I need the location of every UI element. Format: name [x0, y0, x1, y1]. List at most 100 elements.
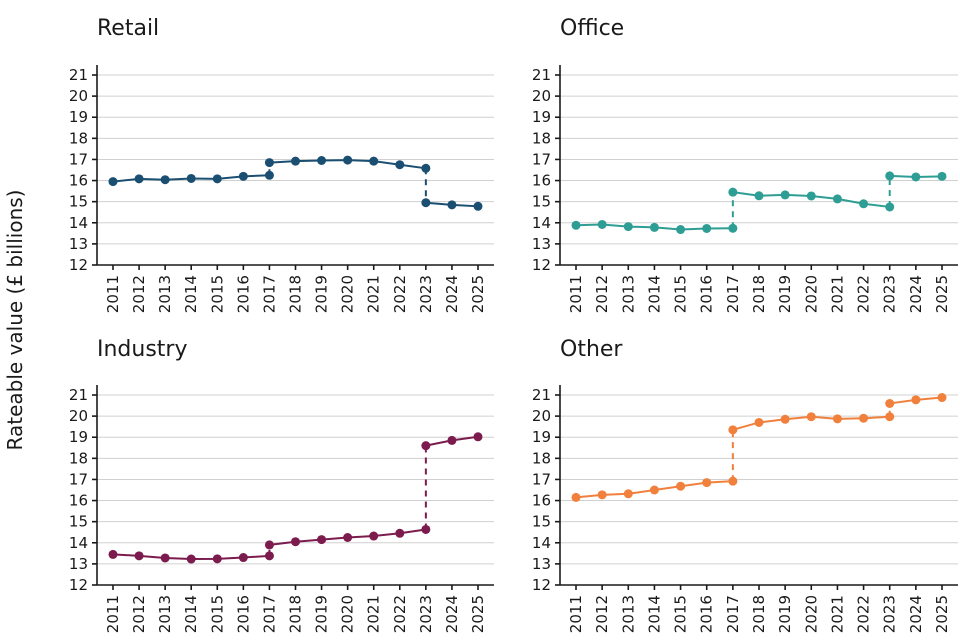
- y-tick-label: 20: [532, 407, 551, 425]
- data-point: [676, 225, 686, 235]
- data-point: [885, 398, 895, 408]
- x-tick-label: 2011: [567, 595, 585, 633]
- x-tick-label: 2021: [365, 595, 383, 633]
- x-tick-label: 2018: [287, 275, 305, 313]
- y-tick-label: 15: [69, 513, 88, 531]
- panel-title-other: Other: [560, 337, 623, 362]
- data-point: [238, 553, 248, 563]
- data-point: [780, 414, 790, 424]
- panel-title-industry: Industry: [97, 337, 188, 362]
- data-point: [676, 481, 686, 491]
- data-point: [134, 174, 144, 184]
- data-point: [832, 414, 842, 424]
- x-tick-label: 2022: [855, 595, 873, 633]
- x-tick-label: 2024: [443, 275, 461, 313]
- x-tick-label: 2022: [855, 275, 873, 313]
- y-tick-label: 12: [532, 256, 551, 274]
- y-tick-label: 12: [69, 256, 88, 274]
- x-tick-label: 2015: [208, 275, 226, 313]
- data-point: [317, 535, 327, 545]
- y-tick-label: 16: [69, 172, 88, 190]
- y-tick-label: 13: [69, 555, 88, 573]
- y-tick-label: 17: [532, 470, 551, 488]
- data-point: [343, 155, 353, 165]
- data-point: [911, 395, 921, 405]
- x-tick-label: 2017: [260, 595, 278, 633]
- x-tick-label: 2025: [933, 275, 951, 313]
- x-tick-label: 2016: [234, 275, 252, 313]
- data-point: [212, 554, 222, 564]
- x-tick-label: 2020: [802, 275, 820, 313]
- y-tick-label: 16: [69, 492, 88, 510]
- y-tick-label: 14: [69, 534, 88, 552]
- data-point: [754, 417, 764, 427]
- data-point: [160, 553, 170, 563]
- data-point: [649, 485, 659, 495]
- x-tick-label: 2020: [802, 595, 820, 633]
- y-tick-label: 19: [69, 108, 88, 126]
- data-point: [623, 489, 633, 499]
- y-tick-label: 18: [69, 449, 88, 467]
- data-point: [649, 222, 659, 232]
- data-point: [885, 412, 895, 422]
- y-tick-label: 20: [532, 87, 551, 105]
- data-point: [238, 171, 248, 181]
- x-tick-label: 2021: [365, 275, 383, 313]
- x-tick-label: 2014: [645, 275, 663, 313]
- data-point: [108, 549, 118, 559]
- data-point: [395, 160, 405, 170]
- y-tick-label: 17: [69, 150, 88, 168]
- y-tick-label: 13: [69, 235, 88, 253]
- x-tick-label: 2024: [907, 595, 925, 633]
- data-point: [395, 528, 405, 538]
- y-tick-label: 14: [532, 214, 551, 232]
- x-tick-label: 2016: [234, 595, 252, 633]
- data-point: [369, 156, 379, 166]
- data-point: [911, 172, 921, 182]
- data-point: [702, 478, 712, 488]
- data-point: [317, 156, 327, 165]
- panel-title-office: Office: [560, 16, 624, 41]
- data-point: [728, 223, 738, 233]
- x-tick-label: 2013: [619, 275, 637, 313]
- x-tick-label: 2015: [672, 275, 690, 313]
- data-point: [421, 524, 431, 534]
- data-point: [343, 533, 353, 542]
- y-tick-label: 18: [69, 129, 88, 147]
- data-point: [264, 158, 274, 168]
- y-tick-label: 12: [69, 576, 88, 594]
- data-point: [186, 173, 196, 183]
- x-tick-label: 2016: [698, 275, 716, 313]
- x-tick-label: 2022: [391, 275, 409, 313]
- x-tick-label: 2020: [339, 595, 357, 633]
- data-point: [264, 551, 274, 561]
- data-point: [937, 171, 947, 181]
- x-tick-label: 2012: [593, 595, 611, 633]
- y-tick-label: 15: [532, 193, 551, 211]
- x-tick-label: 2014: [645, 595, 663, 633]
- y-tick-label: 12: [532, 576, 551, 594]
- x-tick-label: 2023: [417, 595, 435, 633]
- y-tick-label: 14: [69, 214, 88, 232]
- data-point: [728, 187, 738, 197]
- x-tick-label: 2019: [776, 595, 794, 633]
- data-point: [421, 198, 431, 208]
- data-point: [160, 175, 170, 185]
- x-tick-label: 2021: [828, 595, 846, 633]
- data-point: [473, 201, 483, 211]
- x-tick-label: 2023: [881, 595, 899, 633]
- data-point: [447, 435, 457, 445]
- data-point: [754, 191, 764, 201]
- x-tick-label: 2012: [130, 595, 148, 633]
- y-tick-label: 13: [532, 555, 551, 573]
- y-tick-label: 20: [69, 407, 88, 425]
- y-tick-label: 17: [69, 470, 88, 488]
- y-tick-label: 19: [532, 108, 551, 126]
- x-tick-label: 2019: [313, 595, 331, 633]
- y-tick-label: 16: [532, 492, 551, 510]
- data-point: [806, 191, 816, 201]
- data-point: [571, 492, 581, 502]
